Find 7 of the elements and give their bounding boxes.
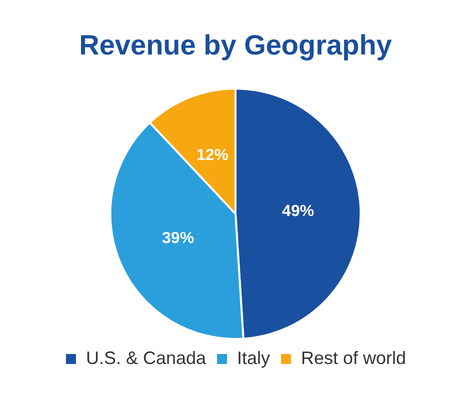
legend-label: Rest of world — [301, 348, 406, 368]
data-label: 12% — [196, 147, 228, 164]
chart-title: Revenue by Geography — [79, 30, 392, 61]
data-label: 39% — [162, 230, 194, 248]
legend-label: U.S. & Canada — [86, 348, 207, 368]
legend-label: Italy — [237, 348, 270, 368]
data-label: 49% — [282, 203, 314, 220]
